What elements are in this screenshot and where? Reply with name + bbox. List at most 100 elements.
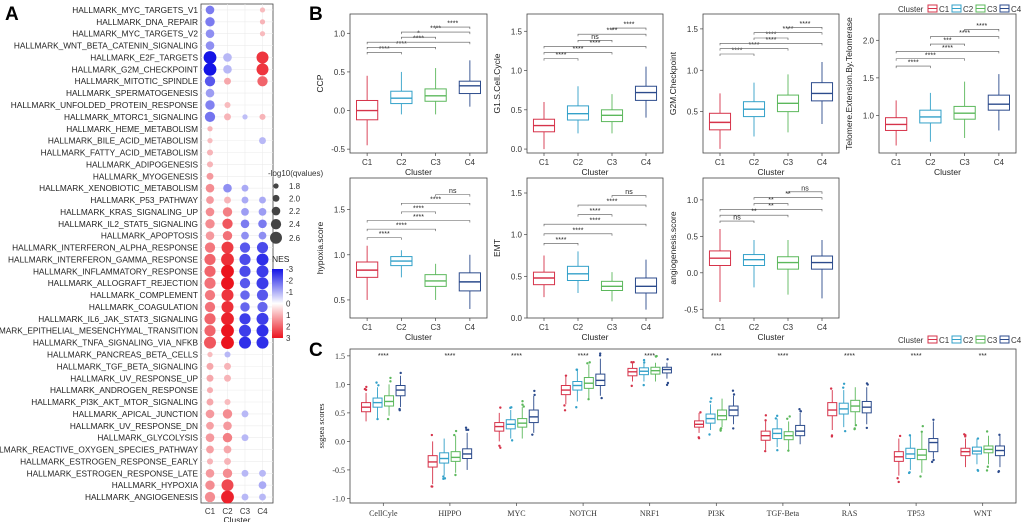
significance-label: **** [379, 231, 390, 238]
plot-frame [349, 348, 1017, 504]
outlier-point [908, 471, 911, 474]
x-tick-label: C2 [749, 158, 760, 167]
x-tick-label: C3 [431, 323, 442, 332]
outlier-point [921, 424, 924, 428]
significance-label: **** [976, 23, 987, 30]
y-tick-label: -0.5 [331, 145, 345, 154]
panel-b-boxplots: -0.50.00.51.0C1 C2 C3 C4ClusterCCP*********… [315, 13, 1017, 342]
pathway-label: HALLMARK_PI3K_AKT_MTOR_SIGNALING [31, 397, 198, 407]
nes-dot [206, 458, 214, 465]
box-body [827, 402, 838, 417]
y-tick-label: 1.0 [687, 196, 699, 205]
box-body [987, 94, 1010, 111]
outlier-point [666, 358, 669, 361]
pathway-label: HALLMARK_G2M_CHECKPOINT [72, 64, 198, 74]
nes-dot [204, 491, 216, 503]
qvalue-legend-dot [272, 194, 280, 202]
nes-dot [204, 277, 216, 289]
x-axis-title: Cluster [758, 167, 785, 177]
outlier-point [521, 400, 524, 403]
nes-dot [204, 325, 216, 337]
nes-dot [257, 301, 268, 313]
y-tick-label: 1.0 [511, 231, 523, 240]
nes-dot [207, 126, 213, 132]
outlier-point [865, 426, 869, 430]
nes-dot [241, 196, 249, 204]
box-body [717, 409, 728, 421]
nes-dot [222, 432, 233, 443]
outlier-point [985, 430, 989, 433]
outlier-point [719, 429, 722, 432]
significance-bracket [366, 220, 471, 223]
y-tick-label: -0.5 [332, 466, 345, 475]
pathway-label: HALLMARK_IL2_STAT5_SIGNALING [58, 219, 198, 229]
nes-legend-label: 0 [286, 300, 291, 309]
significance-label: **** [590, 208, 601, 215]
y-axis-title: G1.S.Cell.Cycle [492, 53, 502, 113]
outlier-point [830, 434, 834, 437]
significance-label: **** [911, 353, 922, 360]
pathway-label: HALLMARK_COMPLEMENT [90, 290, 198, 300]
significance-label: **** [644, 353, 655, 360]
significance-label: **** [444, 353, 455, 360]
nes-dot [256, 289, 269, 301]
pathway-label: HALLMARK_DNA_REPAIR [96, 17, 198, 27]
outlier-point [697, 436, 701, 440]
significance-label: * [417, 31, 420, 38]
significance-label: **** [844, 353, 855, 360]
significance-label: **** [379, 46, 390, 53]
nes-dot [241, 410, 249, 418]
y-axis-title: Telomere.Extension.By.Telomerase [844, 17, 854, 150]
x-tick-label: C4 [817, 323, 828, 332]
x-tick-label: NRF1 [640, 509, 660, 518]
y-tick-label: 0.0 [335, 437, 345, 446]
y-tick-label: 1.5 [863, 74, 875, 83]
pathway-label: HALLMARK_UNFOLDED_PROTEIN_RESPONSE [11, 100, 199, 110]
nes-dot [204, 111, 216, 123]
significance-bracket [753, 32, 823, 35]
pathway-label: HALLMARK_APICAL_JUNCTION [73, 409, 198, 419]
significance-bracket [401, 202, 471, 206]
pathway-label: HALLMARK_INFLAMMATORY_RESPONSE [33, 266, 199, 276]
nes-dot [256, 312, 269, 325]
nes-dot [259, 137, 266, 145]
nes-dot [242, 114, 248, 120]
outlier-point [897, 480, 900, 484]
significance-bracket [611, 195, 647, 198]
x-tick-label: NOTCH [569, 509, 597, 518]
x-tick-label: TGF-Beta [767, 509, 800, 518]
pathway-label: HALLMARK_IL6_JAK_STAT3_SIGNALING [38, 314, 198, 324]
outlier-point [829, 387, 833, 390]
x-tick-label: RAS [842, 509, 858, 518]
cluster-legend-label: C3 [987, 5, 998, 14]
outlier-point [466, 428, 470, 432]
x-tick-label: C1 [539, 323, 550, 332]
significance-label: **** [573, 227, 584, 234]
nes-dot [221, 336, 234, 350]
significance-label: **** [607, 199, 618, 206]
outlier-point [598, 354, 602, 357]
significance-label: **** [396, 223, 407, 230]
significance-bracket [577, 204, 647, 208]
significance-label: **** [590, 40, 601, 47]
pathway-label: HALLMARK_MYC_TARGETS_V2 [72, 29, 198, 39]
pathway-label: HALLMARK_UV_RESPONSE_DN [70, 421, 198, 431]
nes-dot [241, 184, 249, 192]
nes-dot [206, 149, 214, 156]
nes-dot [221, 241, 234, 254]
outlier-point [775, 414, 779, 418]
y-tick-label: 0.5 [511, 106, 523, 115]
nes-dot [205, 183, 215, 193]
significance-label: **** [578, 353, 589, 360]
nes-dot [222, 468, 233, 479]
pathway-label: HALLMARK_INTERFERON_GAMMA_RESPONSE [8, 254, 198, 264]
outlier-point [499, 406, 502, 409]
nes-dot [239, 278, 251, 289]
significance-label: ** [751, 209, 757, 216]
outlier-point [498, 444, 501, 447]
cluster-legend-label: C2 [963, 5, 974, 14]
outlier-point [389, 376, 392, 380]
y-tick-label: 1.0 [511, 67, 523, 76]
nes-dot [221, 324, 234, 338]
nes-dot [222, 409, 233, 419]
